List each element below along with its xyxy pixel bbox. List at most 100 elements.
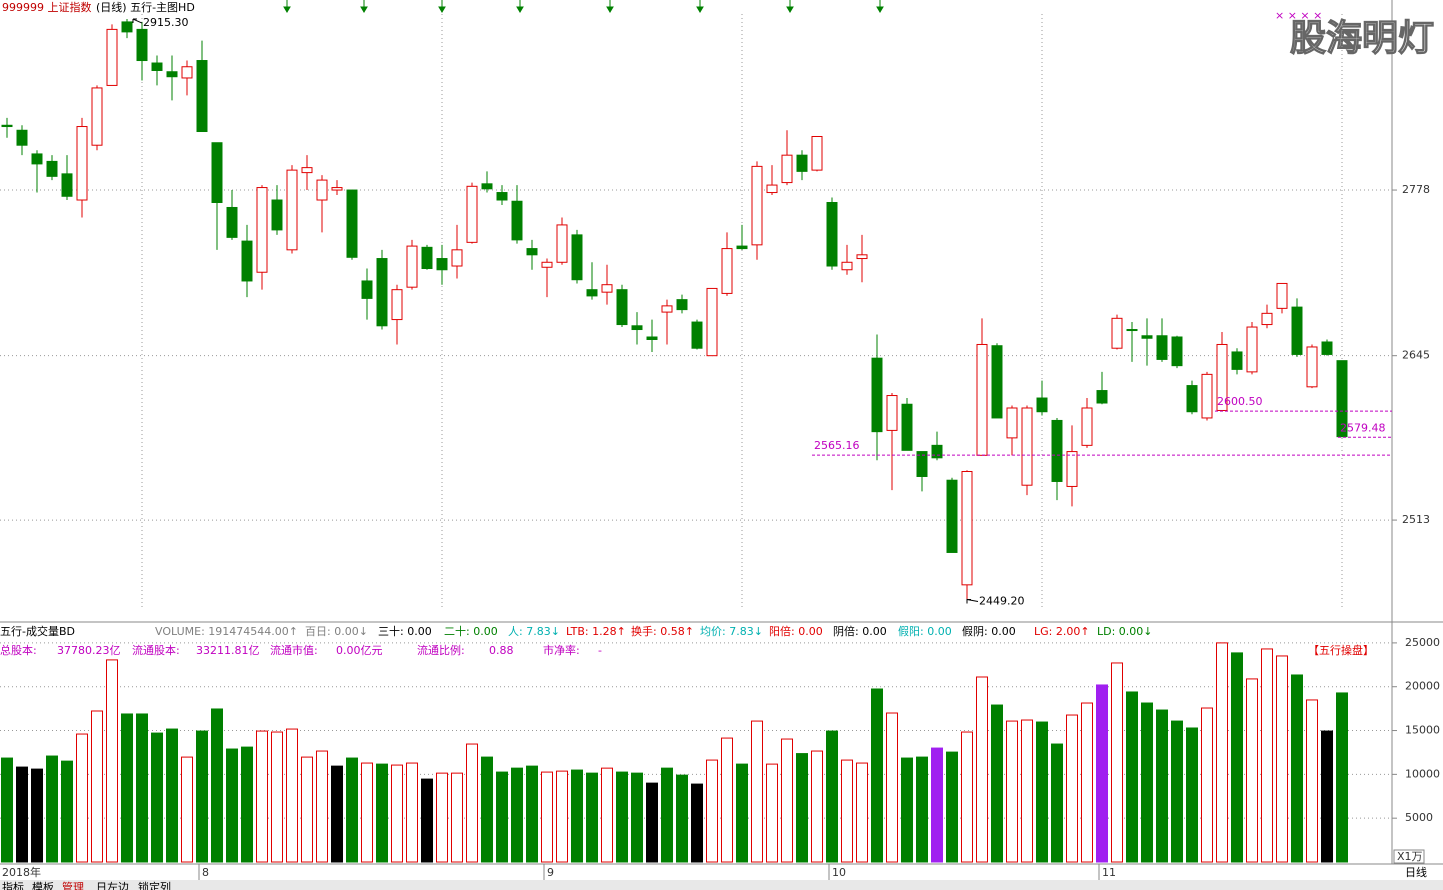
tab[interactable]: 管理: [62, 880, 84, 890]
volume-bar: [631, 772, 643, 863]
candle-body: [31, 153, 43, 165]
volume-bar: [676, 774, 688, 863]
candle-body: [841, 261, 853, 271]
candle-body: [736, 245, 748, 250]
candle-body: [331, 187, 343, 191]
badge: 【五行操盘】: [1308, 643, 1374, 657]
volume-bar: [316, 750, 328, 863]
candle-body: [121, 21, 133, 33]
x-tick-label: 11: [1102, 866, 1116, 879]
candle-body: [346, 189, 358, 258]
volume-bar: [301, 756, 313, 863]
candle-body: [151, 62, 163, 71]
info: 流通股本:: [132, 643, 180, 657]
candle-body: [1156, 335, 1168, 360]
volume-bar: [1021, 719, 1033, 863]
volume-bar: [1186, 727, 1198, 863]
volume-bar: [1051, 743, 1063, 863]
volume-bar: [1321, 730, 1333, 863]
volume-bar: [976, 676, 988, 863]
volume-tick-label: 15000: [1405, 724, 1440, 737]
candle-body: [1186, 385, 1198, 413]
stat: VOLUME: 191474544.00↑: [155, 625, 298, 638]
stat: 换手: 0.58↑: [631, 624, 694, 638]
candle-body: [1261, 312, 1273, 326]
title: (日线) 五行-主图HD: [96, 0, 195, 14]
candle-body: [106, 28, 118, 86]
candle-body: [901, 403, 913, 451]
candle-body: [181, 66, 193, 79]
volume-bar: [1111, 662, 1123, 863]
candle-body: [496, 192, 508, 201]
volume-bar: [1201, 707, 1213, 863]
stat: 三十: 0.00: [378, 624, 432, 638]
x-tick-label: 8: [202, 866, 209, 879]
candle-body: [826, 202, 838, 267]
volume-bar: [931, 747, 943, 863]
candle-body: [211, 142, 223, 204]
volume-bar: [811, 750, 823, 863]
candle-body: [586, 289, 598, 297]
volume-tick-label: 5000: [1405, 811, 1433, 824]
volume-bar: [871, 688, 883, 863]
candle-body: [286, 169, 298, 251]
tab[interactable]: 日左边: [96, 881, 129, 890]
volume-bar: [586, 772, 598, 863]
candle-body: [721, 248, 733, 294]
candle-body: [1051, 419, 1063, 482]
volume-bar: [796, 753, 808, 863]
candle-body: [1036, 397, 1048, 413]
volume-bar: [1126, 691, 1138, 863]
candle-body: [271, 199, 283, 231]
volume-bar: [736, 763, 748, 863]
volume-bar: [1216, 642, 1228, 863]
volume-bar: [286, 728, 298, 863]
volume-bar: [1096, 684, 1108, 863]
volume-bar: [346, 757, 358, 863]
candle-body: [661, 305, 673, 313]
candle-body: [541, 261, 553, 268]
period: 日线: [1405, 865, 1427, 879]
volume-bar: [61, 760, 73, 863]
volume-bar: [721, 737, 733, 863]
volume-title: 五行-成交量BD: [0, 624, 75, 638]
tab[interactable]: 指标: [2, 880, 24, 890]
x-tick-label: 10: [832, 866, 846, 879]
volume-tick-label: 10000: [1405, 767, 1440, 780]
candle-body: [46, 160, 58, 177]
signal-arrows: [283, 0, 884, 13]
stat: 人: 7.83↓: [508, 625, 560, 638]
high-label: 2915.30: [143, 16, 189, 29]
candle-body: [1171, 336, 1183, 367]
candle-body: [751, 165, 763, 246]
candle-body: [166, 71, 178, 78]
volume-bar: [181, 756, 193, 863]
info: 37780.23亿: [57, 644, 121, 657]
candle-body: [1246, 326, 1258, 373]
candle-body: [481, 183, 493, 190]
x-tick-label: 9: [547, 866, 554, 879]
candle-body: [1306, 346, 1318, 388]
unit-box: [1393, 849, 1425, 864]
candle-body: [436, 258, 448, 271]
info: 流通市值:: [270, 643, 318, 657]
stat: LD: 0.00↓: [1097, 625, 1153, 638]
volume-bar: [646, 782, 658, 863]
candle-body: [916, 451, 928, 477]
candle-body: [601, 284, 613, 293]
candle-body: [691, 321, 703, 349]
candle-body: [1141, 335, 1153, 339]
candle-body: [646, 336, 658, 340]
candle-body: [316, 179, 328, 201]
tab[interactable]: 模板: [32, 880, 54, 890]
low-label: 2449.20: [979, 595, 1025, 608]
candle-body: [376, 258, 388, 327]
volume-bar: [1336, 692, 1348, 863]
candle-body: [676, 299, 688, 311]
tab[interactable]: 锁定列: [138, 880, 171, 890]
candle-body: [1, 124, 13, 128]
corner-marks: × × × ×: [1275, 9, 1322, 22]
volume-bar: [946, 751, 958, 863]
candle-body: [556, 224, 568, 263]
info: 总股本:: [0, 643, 37, 657]
